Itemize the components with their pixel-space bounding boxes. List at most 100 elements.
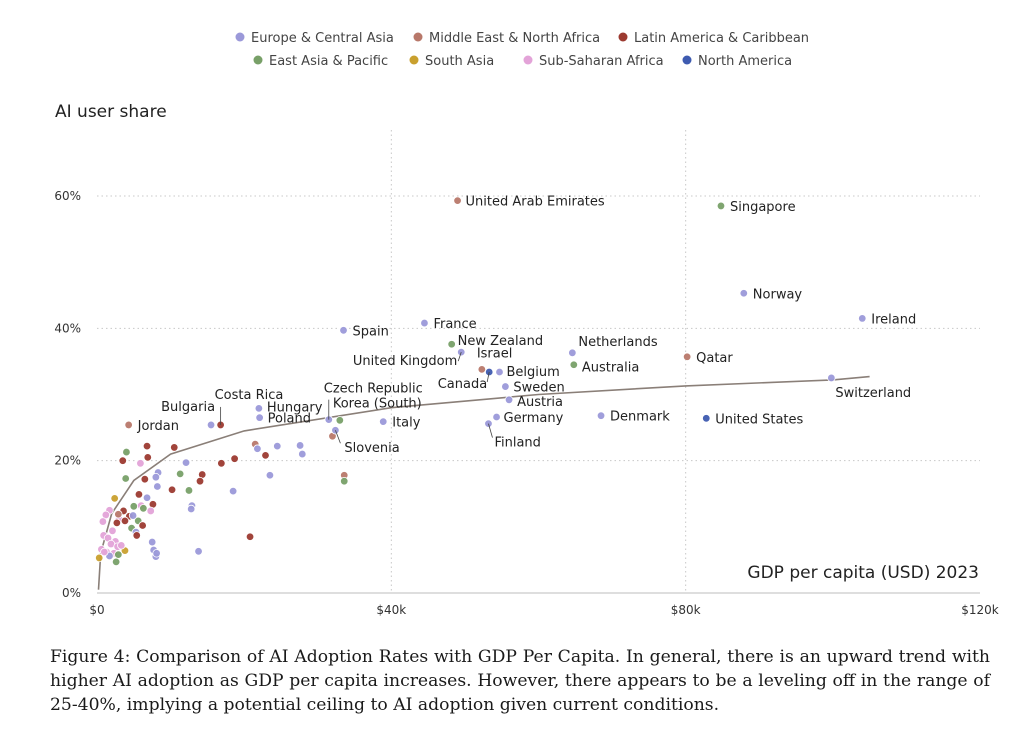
point-label-israel: Israel <box>477 346 513 361</box>
data-point-austria <box>504 395 514 404</box>
data-point-40 <box>110 494 119 503</box>
legend-label-mena: Middle East & North Africa <box>429 31 600 46</box>
data-point-bulgaria <box>206 420 216 430</box>
data-point-2 <box>340 476 349 486</box>
data-point-21 <box>181 458 191 467</box>
point-labels: United Arab Emirates Singapore Norway Irela… <box>137 195 917 457</box>
y-tick-label-1: 20% <box>54 454 81 468</box>
data-point-8 <box>298 449 307 459</box>
point-label-hungary: Hungary <box>267 400 323 415</box>
data-point-53 <box>120 516 130 526</box>
point-label-finland: Finland <box>494 436 540 451</box>
data-point-27 <box>142 441 152 451</box>
data-point-10 <box>230 454 239 463</box>
data-point-netherlands <box>568 348 577 358</box>
data-point-74 <box>139 504 148 513</box>
data-point-italy <box>379 417 388 426</box>
data-point-52 <box>98 517 108 526</box>
data-point-hungary <box>254 404 264 413</box>
data-point-united-arab-emirates <box>453 196 462 205</box>
data-point-22 <box>170 443 179 452</box>
data-point-32 <box>147 537 157 547</box>
legend-marker-ssa <box>523 55 533 65</box>
y-tick-label-2: 40% <box>54 321 81 335</box>
data-point-35 <box>122 447 131 457</box>
y-tick-label-0: 0% <box>62 586 81 600</box>
point-label-belgium: Belgium <box>507 365 560 380</box>
data-point-55 <box>108 526 117 536</box>
legend: Europe & Central Asia Middle East & North… <box>235 31 809 69</box>
legend-item-lac: Latin America & Caribbean <box>618 31 809 46</box>
legend-marker-eap <box>253 55 263 65</box>
legend-item-eap: East Asia & Pacific <box>253 54 388 69</box>
point-label-singapore: Singapore <box>730 200 796 215</box>
data-point-16 <box>195 476 205 486</box>
point-label-australia: Australia <box>582 361 640 376</box>
data-point-20 <box>175 469 185 479</box>
point-label-spain: Spain <box>353 324 389 339</box>
point-label-qatar: Qatar <box>696 351 733 366</box>
point-label-ireland: Ireland <box>871 312 916 327</box>
data-point-poland <box>255 413 264 422</box>
point-label-czech-republic: Czech Republic <box>324 382 423 397</box>
leader-line-17 <box>488 423 493 438</box>
x-axis-title: GDP per capita (USD) 2023 <box>747 563 979 583</box>
y-axis-title: AI user share <box>55 102 167 122</box>
legend-item-ssa: Sub-Saharan Africa <box>523 54 664 69</box>
point-label-united-states: United States <box>715 412 803 427</box>
point-label-canada: Canada <box>438 377 487 392</box>
data-point-korea-south- <box>335 416 345 425</box>
data-point-41 <box>129 502 138 511</box>
data-point-france <box>420 318 429 328</box>
data-point-76 <box>152 549 161 558</box>
data-point-spain <box>339 326 348 335</box>
legend-marker-sa <box>409 55 419 65</box>
data-point-6 <box>273 441 282 451</box>
point-label-austria: Austria <box>517 395 563 410</box>
data-point-71 <box>100 547 109 557</box>
scatter-chart: Europe & Central Asia Middle East & North… <box>54 31 999 617</box>
data-point-72 <box>114 510 123 519</box>
data-point-7 <box>295 441 305 450</box>
data-point-73 <box>128 511 138 520</box>
data-point-ireland <box>858 314 867 323</box>
point-label-germany: Germany <box>504 411 564 426</box>
point-label-jordan: Jordan <box>137 419 179 434</box>
data-points <box>95 196 867 567</box>
data-point-11 <box>217 459 226 468</box>
data-point-israel <box>477 365 487 374</box>
point-label-united-kingdom: United Kingdom <box>353 354 457 369</box>
point-label-new-zealand: New Zealand <box>458 334 543 349</box>
x-tick-label-3: $120k <box>961 603 999 617</box>
data-point-sweden <box>501 382 510 391</box>
data-point-denmark <box>596 411 606 420</box>
point-label-bulgaria: Bulgaria <box>161 400 215 415</box>
data-point-29 <box>140 474 150 484</box>
data-point-44 <box>146 506 155 516</box>
legend-marker-eca <box>235 32 245 42</box>
point-label-switzerland: Switzerland <box>835 386 911 401</box>
data-point-19 <box>186 504 196 514</box>
data-point-jordan <box>124 420 133 430</box>
data-point-67 <box>114 550 123 559</box>
legend-marker-na <box>682 55 692 65</box>
point-label-netherlands: Netherlands <box>578 335 657 350</box>
data-point-belgium <box>495 367 504 377</box>
data-point-25 <box>151 473 161 482</box>
data-point-23 <box>167 485 177 494</box>
gridlines <box>97 130 980 593</box>
y-tick-label-3: 60% <box>54 189 81 203</box>
legend-item-na: North America <box>682 54 792 69</box>
data-point-united-states <box>702 414 711 423</box>
data-point-singapore <box>716 201 726 211</box>
data-point-9 <box>265 471 275 480</box>
data-point-28 <box>143 453 152 462</box>
point-label-korea-south-: Korea (South) <box>333 396 422 411</box>
data-point-norway <box>739 289 748 298</box>
data-point-14 <box>194 547 203 556</box>
data-point-47 <box>138 521 147 530</box>
legend-marker-mena <box>413 32 423 42</box>
x-tick-label-1: $40k <box>376 603 406 617</box>
x-tick-label-2: $80k <box>671 603 701 617</box>
trend-line <box>97 375 870 590</box>
